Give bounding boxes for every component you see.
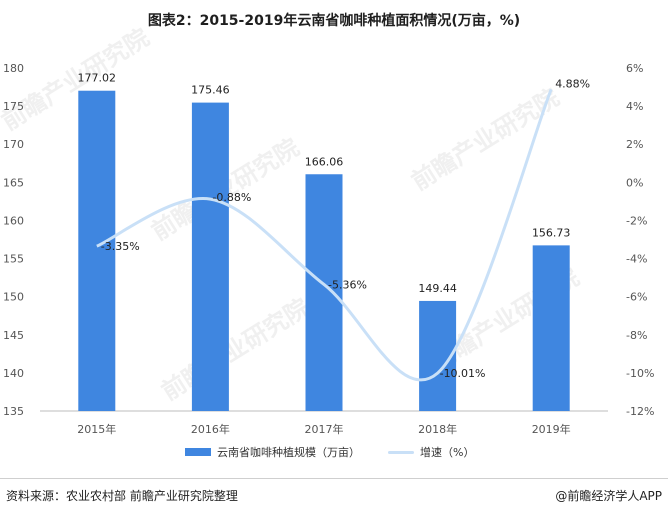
x-axis-ticks: 2015年 2016年 2017年 2018年 2019年 (77, 422, 570, 436)
y-right-tick-label: 4% (626, 100, 643, 113)
y-left-tick-label: 150 (3, 291, 24, 304)
x-tick-label: 2015年 (77, 422, 116, 436)
bar (532, 245, 570, 411)
line-data-label: -0.88% (212, 191, 251, 204)
bar-data-label: 177.02 (78, 72, 117, 85)
y-right-tick-label: 2% (626, 138, 643, 151)
bar (78, 90, 116, 411)
y-right-tick-label: -2% (626, 214, 647, 227)
legend-item-bar: 云南省咖啡种植规模（万亩） (185, 444, 360, 460)
y-left-tick-label: 170 (3, 138, 24, 151)
y-right-tick-label: -6% (626, 291, 647, 304)
y-right-tick-label: 0% (626, 176, 643, 189)
y-right-tick-label: -10% (626, 367, 654, 380)
line-data-label: -5.36% (328, 278, 367, 291)
line-data-label: -10.01% (440, 367, 486, 380)
y-left-tick-label: 145 (3, 329, 24, 342)
x-tick-label: 2018年 (418, 422, 457, 436)
x-tick-label: 2017年 (305, 422, 344, 436)
x-tick-label: 2016年 (191, 422, 230, 436)
y-left-tick-label: 135 (3, 405, 24, 418)
bar-data-label: 166.06 (305, 155, 344, 168)
bar (191, 102, 229, 411)
bar-data-label: 156.73 (532, 226, 571, 239)
footer-divider (0, 478, 668, 479)
legend-item-line: 增速（%） (388, 444, 474, 460)
bar (305, 174, 343, 411)
bar-data-labels: 177.02 175.46 166.06 149.44 156.73 (78, 72, 571, 295)
line-data-label: -3.35% (101, 240, 140, 253)
y-left-tick-label: 180 (3, 62, 24, 75)
line-data-label: 4.88% (555, 77, 590, 90)
y-right-tick-label: 6% (626, 62, 643, 75)
legend-bar-label: 云南省咖啡种植规模（万亩） (217, 446, 360, 459)
legend: 云南省咖啡种植规模（万亩） 增速（%） (0, 444, 668, 462)
y-right-tick-label: -4% (626, 253, 647, 266)
bar-data-label: 149.44 (418, 282, 457, 295)
bar-data-label: 175.46 (191, 84, 230, 97)
y-right-ticks: -12% -10% -8% -6% -4% -2% 0% 2% 4% 6% (626, 62, 654, 418)
x-tick-label: 2019年 (532, 422, 571, 436)
source-note: 资料来源：农业农村部 前瞻产业研究院整理 (6, 489, 238, 503)
growth-line (96, 88, 553, 382)
y-left-ticks: 135 140 145 150 155 160 165 170 175 180 (3, 62, 24, 418)
legend-line-swatch (388, 450, 414, 454)
bar-series (78, 90, 570, 411)
y-left-tick-label: 140 (3, 367, 24, 380)
chart-title: 图表2：2015-2019年云南省咖啡种植面积情况(万亩，%) (147, 13, 521, 29)
y-left-tick-label: 175 (3, 100, 24, 113)
y-right-tick-label: -12% (626, 405, 654, 418)
y-left-tick-label: 165 (3, 176, 24, 189)
line-data-labels: -3.35% -0.88% -5.36% -10.01% 4.88% (101, 77, 590, 380)
y-left-tick-label: 155 (3, 253, 24, 266)
y-right-tick-label: -8% (626, 329, 647, 342)
brand-credit: @前瞻经济学人APP (555, 489, 662, 503)
legend-bar-swatch (185, 448, 211, 456)
y-left-tick-label: 160 (3, 214, 24, 227)
legend-line-label: 增速（%） (420, 446, 475, 459)
